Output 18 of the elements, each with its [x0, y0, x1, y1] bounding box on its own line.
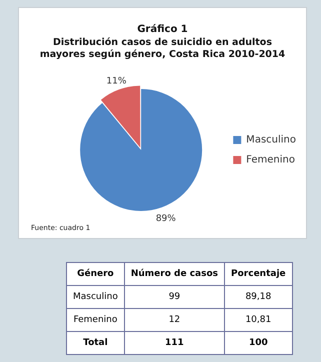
- text: 89,18: [224, 286, 292, 308]
- text: Masculino: [66, 286, 124, 308]
- text: 12: [124, 308, 225, 332]
- text: 99: [124, 286, 225, 308]
- text: 111: [124, 332, 225, 354]
- data-label: 11%: [106, 76, 127, 87]
- text: 100: [224, 332, 292, 354]
- data-label: 89%: [156, 214, 176, 224]
- text: 10,81: [224, 308, 292, 332]
- chart-title: Gráfico 1: [136, 24, 189, 35]
- legend-label: Femenino: [246, 154, 296, 166]
- text: Porcentaje: [224, 262, 292, 286]
- chart-subtitle: Distribución casos de suicidio en adultos mayores según género, Costa Rica 2010-2014: [38, 37, 286, 61]
- legend-label: Masculino: [246, 134, 296, 146]
- text: Género: [66, 262, 124, 286]
- text: Número de casos: [124, 262, 225, 286]
- text: Femenino: [66, 308, 124, 332]
- text: Total: [66, 332, 124, 354]
